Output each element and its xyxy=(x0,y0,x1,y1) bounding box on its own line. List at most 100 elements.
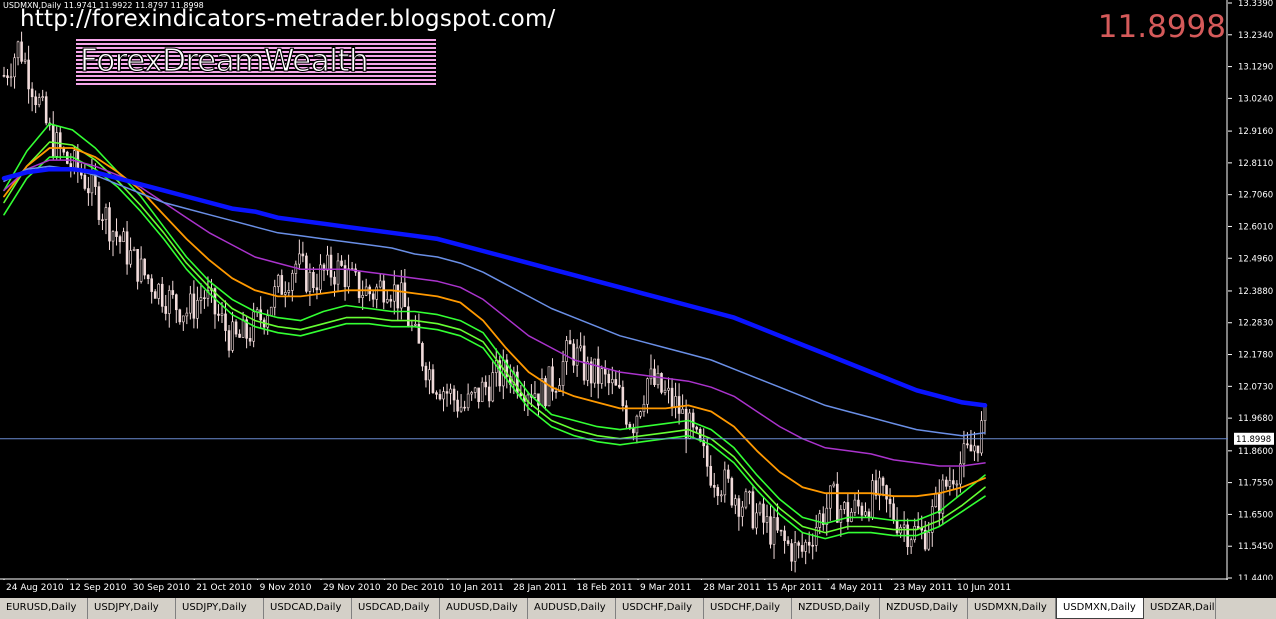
candle xyxy=(751,485,755,530)
candle xyxy=(723,461,727,503)
candle xyxy=(227,324,231,358)
candle xyxy=(231,311,234,353)
candle xyxy=(864,502,867,518)
chart-tab[interactable]: USDCAD,Daily xyxy=(352,598,440,619)
y-tick-label: 11.4400 xyxy=(1238,574,1273,580)
candle xyxy=(755,503,758,535)
candle xyxy=(248,327,252,346)
candle xyxy=(171,280,175,299)
candle xyxy=(217,304,220,322)
candle xyxy=(582,335,586,385)
candle xyxy=(663,380,667,396)
candle xyxy=(431,364,435,394)
candle xyxy=(164,294,168,321)
candle xyxy=(241,311,245,338)
candle xyxy=(34,90,37,114)
candle xyxy=(885,484,888,513)
candle xyxy=(674,382,677,419)
candle xyxy=(438,389,442,401)
candle xyxy=(27,45,30,104)
x-tick-label: 29 Nov 2010 xyxy=(323,583,381,593)
chart-tab[interactable]: USDJPY,Daily xyxy=(176,598,264,619)
candle xyxy=(959,451,962,493)
candle xyxy=(273,279,277,316)
candle xyxy=(428,361,431,395)
candle xyxy=(125,221,129,275)
candle xyxy=(146,274,150,285)
candle xyxy=(83,163,87,191)
candle xyxy=(143,258,146,280)
candle xyxy=(20,31,23,64)
candle xyxy=(589,357,593,398)
candle xyxy=(962,430,966,478)
candle xyxy=(30,82,34,112)
candle xyxy=(403,268,407,308)
candle xyxy=(347,254,350,294)
candle xyxy=(350,261,354,271)
chart-tab[interactable]: USDMXN,Daily xyxy=(968,598,1056,619)
x-tick-label: 28 Jan 2011 xyxy=(513,583,568,593)
candle xyxy=(410,319,414,332)
candle xyxy=(618,370,621,389)
candle xyxy=(969,429,973,452)
chart-tab[interactable]: USDZAR,Daily xyxy=(1144,598,1216,619)
y-tick-label: 12.8110 xyxy=(1238,159,1273,169)
candle xyxy=(850,508,853,523)
candle xyxy=(97,181,101,226)
candle xyxy=(684,399,688,454)
chart-tab[interactable]: USDMXN,Daily xyxy=(1056,598,1144,619)
chart-tab[interactable]: AUDUSD,Daily xyxy=(440,598,528,619)
candle xyxy=(677,383,681,425)
candle xyxy=(470,390,473,401)
symbol-header: USDMXN,Daily 11.9741 11.9922 11.8797 11.… xyxy=(3,1,204,10)
candle xyxy=(828,485,832,521)
candle xyxy=(843,500,846,515)
candle xyxy=(906,518,909,555)
chart-tab[interactable]: NZDUSD,Daily xyxy=(880,598,968,619)
candle xyxy=(178,308,182,325)
candle xyxy=(262,317,266,335)
candle xyxy=(16,40,20,66)
candle xyxy=(322,262,326,281)
candle xyxy=(115,218,118,246)
candle xyxy=(888,488,892,518)
chart-tab[interactable]: USDCHF,Daily xyxy=(616,598,704,619)
candle xyxy=(867,508,871,522)
candle xyxy=(189,285,192,320)
candle xyxy=(361,280,364,310)
candle xyxy=(871,473,874,521)
candle xyxy=(779,529,783,537)
candle xyxy=(37,93,41,108)
current-price-readout: 11.8998 xyxy=(1097,9,1226,45)
candle xyxy=(790,539,793,571)
chart-tab[interactable]: EURUSD,Daily xyxy=(0,598,88,619)
x-tick-label: 18 Feb 2011 xyxy=(576,583,633,593)
candle xyxy=(283,281,287,308)
chart-tab[interactable]: AUDUSD,Daily xyxy=(528,598,616,619)
candle xyxy=(417,313,421,344)
x-tick-label: 28 Mar 2011 xyxy=(703,583,761,593)
candle xyxy=(456,390,459,418)
candle xyxy=(435,390,438,400)
candle xyxy=(941,474,945,526)
candle xyxy=(945,476,948,490)
candle xyxy=(976,445,980,462)
current-price-tag-label: 11.8998 xyxy=(1236,435,1271,445)
candle xyxy=(213,287,217,329)
chart-tab[interactable]: USDCAD,Daily xyxy=(264,598,352,619)
candle xyxy=(825,493,829,536)
candle xyxy=(719,490,723,503)
candle xyxy=(312,267,315,293)
candle xyxy=(568,329,572,345)
y-tick-label: 12.2830 xyxy=(1238,319,1273,329)
candle xyxy=(368,284,371,302)
chart-tab[interactable]: USDJPY,Daily xyxy=(88,598,176,619)
candle xyxy=(280,269,284,295)
candle xyxy=(153,289,157,299)
candle xyxy=(846,493,850,530)
y-tick-label: 12.9160 xyxy=(1238,127,1273,137)
chart-tab[interactable]: NZDUSD,Daily xyxy=(792,598,880,619)
candle xyxy=(487,375,491,408)
candle xyxy=(625,400,628,429)
chart-tab[interactable]: USDCHF,Daily xyxy=(704,598,792,619)
